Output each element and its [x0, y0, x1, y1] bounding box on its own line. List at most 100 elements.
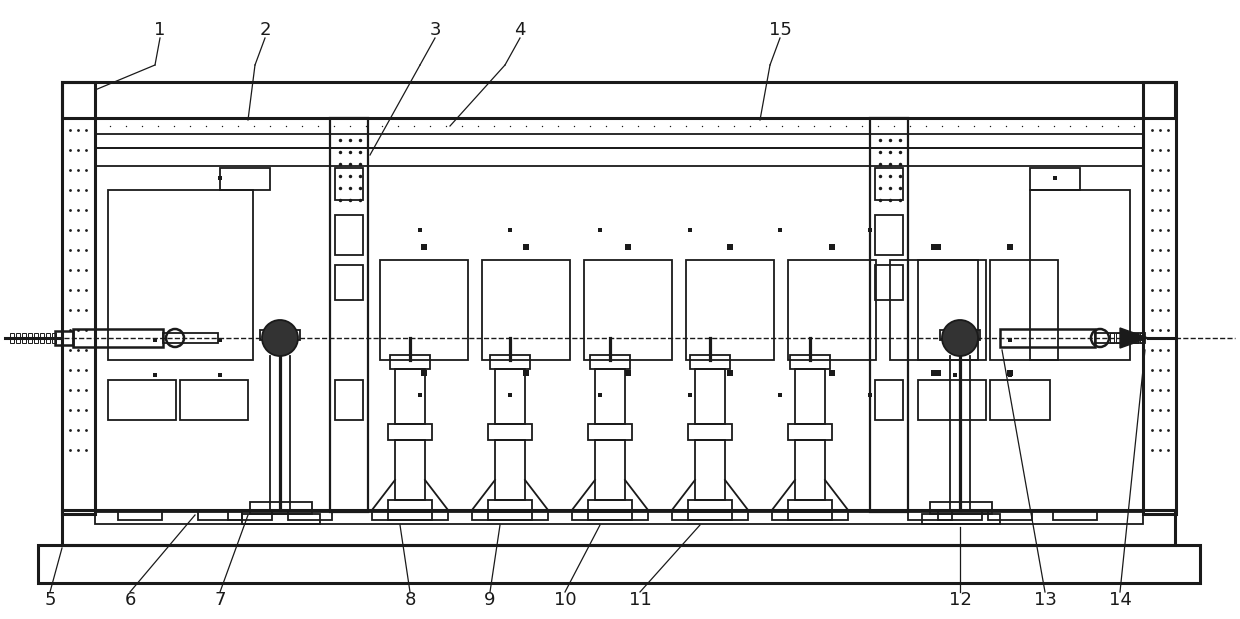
Bar [990, 380, 1050, 420]
Bar [219, 168, 270, 190]
Bar [1030, 168, 1080, 190]
Bar [489, 510, 532, 520]
Bar [396, 440, 425, 500]
Text: 8: 8 [404, 591, 415, 609]
Bar [595, 440, 625, 500]
Bar [198, 510, 242, 520]
Text: 12: 12 [949, 591, 971, 609]
Circle shape [942, 320, 978, 356]
Bar [923, 514, 999, 524]
Bar [688, 500, 732, 512]
Bar [489, 500, 532, 512]
Bar [795, 440, 825, 500]
Bar [335, 265, 363, 300]
Bar [1140, 333, 1145, 343]
Text: 15: 15 [769, 21, 791, 39]
Bar [95, 148, 1143, 512]
Bar [108, 380, 176, 420]
Polygon shape [1120, 328, 1148, 348]
Bar [472, 510, 548, 520]
Bar [773, 510, 848, 520]
Bar [391, 355, 430, 369]
Bar [335, 380, 363, 420]
Bar [1053, 510, 1097, 520]
Bar [335, 168, 363, 200]
Bar [108, 190, 253, 360]
Bar [688, 510, 732, 520]
Bar [38, 545, 1200, 583]
Bar [572, 510, 649, 520]
Bar [930, 502, 992, 514]
Bar [396, 369, 425, 424]
Bar [672, 510, 748, 520]
Bar [40, 333, 43, 343]
Text: 4: 4 [515, 21, 526, 39]
Bar [288, 510, 332, 520]
Bar [584, 260, 672, 360]
Bar [694, 369, 725, 424]
Text: 7: 7 [215, 591, 226, 609]
Bar [16, 333, 20, 343]
Bar [1143, 82, 1176, 514]
Bar [335, 215, 363, 255]
Bar [1122, 333, 1126, 343]
Bar [242, 514, 320, 524]
Bar [1135, 333, 1138, 343]
Bar [55, 331, 73, 345]
Bar [588, 500, 632, 512]
Text: 9: 9 [485, 591, 496, 609]
Bar [118, 510, 162, 520]
Bar [688, 424, 732, 440]
Bar [62, 510, 1176, 545]
Bar [73, 329, 162, 347]
Bar [990, 260, 1058, 360]
Bar [787, 510, 832, 520]
Bar [482, 260, 570, 360]
Bar [790, 355, 830, 369]
Bar [495, 440, 525, 500]
Bar [162, 333, 218, 343]
Bar [875, 168, 903, 200]
Bar [62, 82, 95, 514]
Bar [95, 148, 1143, 166]
Bar [787, 260, 875, 360]
Bar [490, 355, 529, 369]
Bar [180, 380, 248, 420]
Bar [22, 333, 26, 343]
Text: 11: 11 [629, 591, 651, 609]
Circle shape [262, 320, 298, 356]
Bar [29, 333, 32, 343]
Bar [489, 424, 532, 440]
Bar [46, 333, 50, 343]
Bar [686, 260, 774, 360]
Bar [260, 330, 300, 340]
Bar [999, 329, 1095, 347]
Bar [694, 440, 725, 500]
Bar [908, 510, 952, 520]
Bar [250, 502, 312, 514]
Bar [330, 118, 368, 512]
Bar [1128, 333, 1132, 343]
Bar [588, 424, 632, 440]
Bar [689, 355, 730, 369]
Bar [52, 333, 56, 343]
Bar [940, 330, 980, 340]
Bar [918, 380, 986, 420]
Text: 13: 13 [1034, 591, 1056, 609]
Bar [937, 510, 982, 520]
Bar [372, 510, 448, 520]
Bar [590, 355, 630, 369]
Text: 6: 6 [124, 591, 135, 609]
Bar [95, 118, 1143, 134]
Text: 10: 10 [554, 591, 577, 609]
Text: 2: 2 [259, 21, 270, 39]
Bar [1095, 333, 1145, 343]
Text: 5: 5 [45, 591, 56, 609]
Bar [388, 424, 432, 440]
Bar [595, 369, 625, 424]
Bar [795, 369, 825, 424]
Bar [890, 260, 978, 360]
Bar [588, 510, 632, 520]
Bar [10, 333, 14, 343]
Bar [1030, 190, 1130, 360]
